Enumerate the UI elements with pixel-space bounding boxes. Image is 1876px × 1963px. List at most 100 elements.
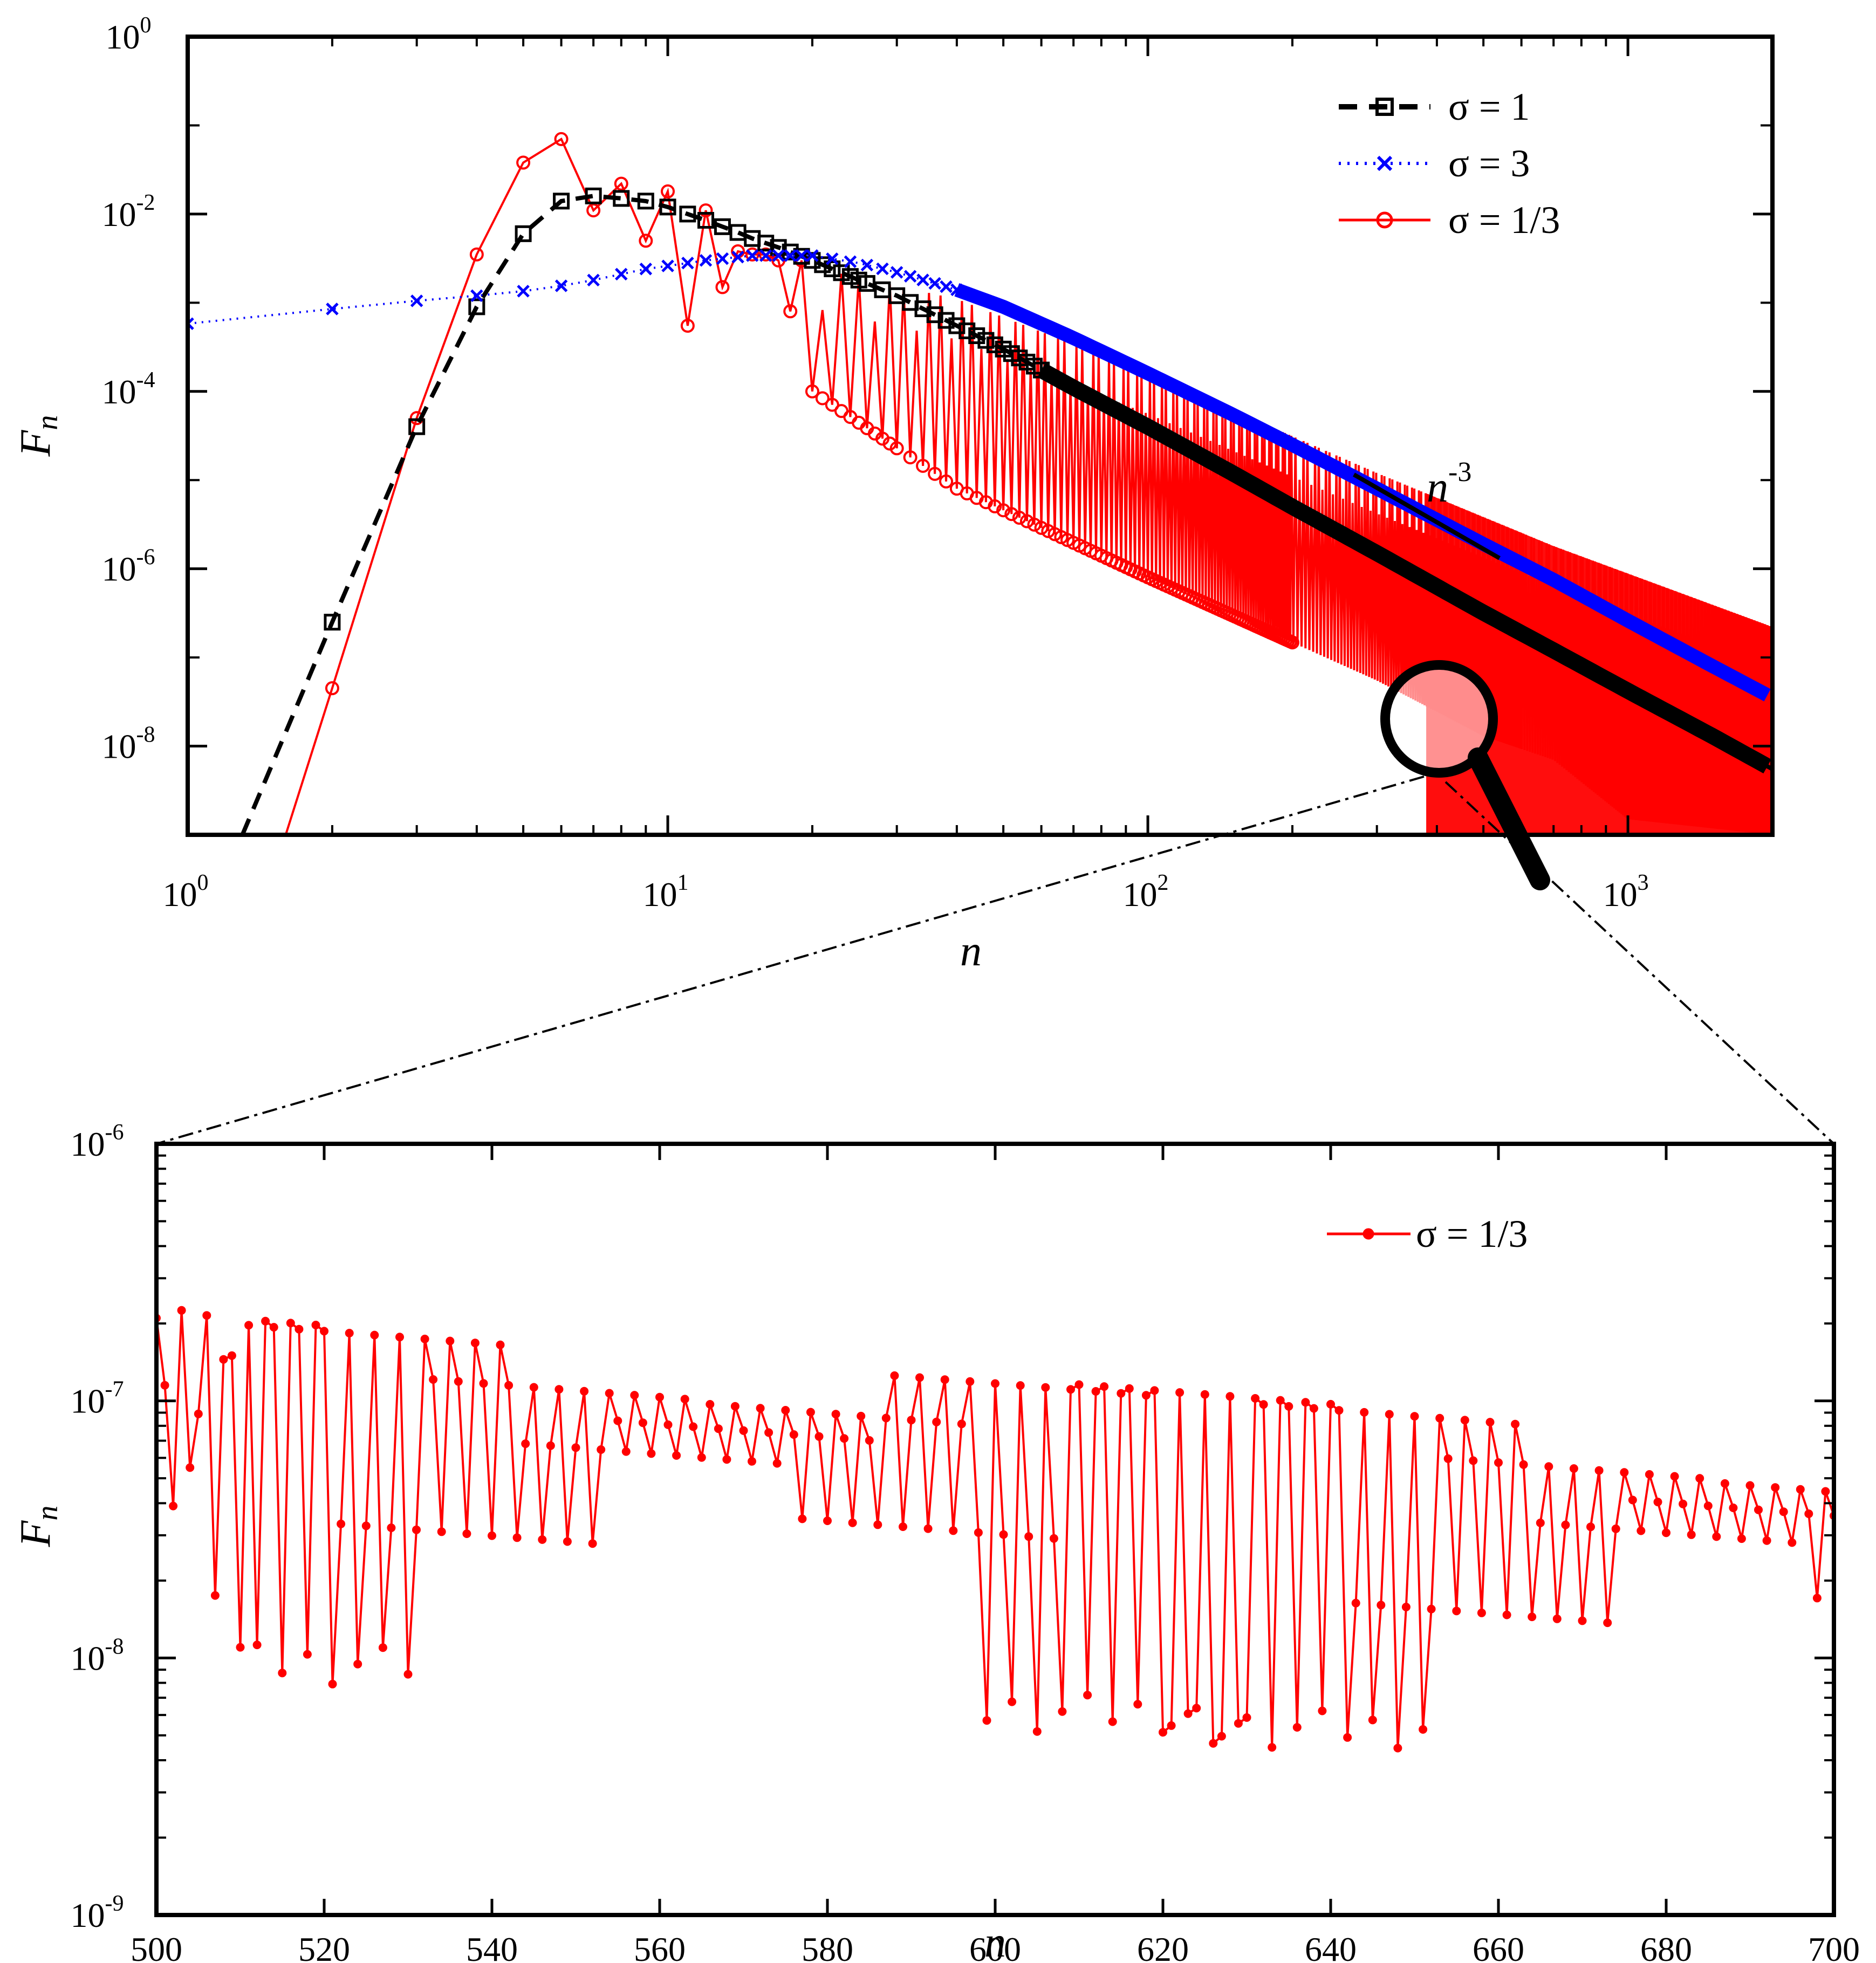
bottom-y-axis-title: Fn xyxy=(12,1506,64,1548)
series-marker xyxy=(395,1333,404,1342)
series-marker xyxy=(1167,1721,1176,1730)
series-marker xyxy=(1125,1384,1134,1393)
series-marker xyxy=(403,1670,413,1679)
legend-entry-sigma-one-third: σ = 1/3 xyxy=(1339,198,1560,242)
series-marker xyxy=(907,1416,916,1425)
series-marker xyxy=(470,1339,480,1348)
series-marker xyxy=(1645,1470,1654,1479)
series-marker xyxy=(639,263,653,276)
series-marker xyxy=(1485,1418,1495,1427)
series-marker xyxy=(1561,1520,1570,1529)
series-marker xyxy=(295,1324,304,1334)
series-marker xyxy=(1334,1406,1344,1415)
series-marker xyxy=(219,1355,228,1364)
series-marker xyxy=(655,1392,664,1402)
series-marker xyxy=(748,1457,756,1466)
legend-label-sigma-1: σ = 1 xyxy=(1448,85,1530,128)
series-marker xyxy=(948,317,966,334)
series-marker xyxy=(469,247,484,262)
series-marker xyxy=(1762,1536,1771,1545)
series-marker xyxy=(1687,1530,1696,1539)
series-marker xyxy=(269,1323,278,1332)
series-marker xyxy=(716,252,729,265)
series-marker xyxy=(1712,1532,1721,1541)
legend-x-marker xyxy=(1377,155,1393,171)
series-marker xyxy=(889,441,904,456)
series-marker xyxy=(186,1463,195,1472)
series-marker xyxy=(1494,1458,1503,1467)
series-marker xyxy=(876,262,889,276)
series-marker xyxy=(1385,1410,1394,1419)
series-marker xyxy=(680,319,695,333)
series-marker xyxy=(1343,1733,1352,1742)
series-marker xyxy=(580,1387,589,1396)
series-marker xyxy=(714,218,731,235)
series-marker xyxy=(521,1439,530,1449)
series-marker xyxy=(1771,1483,1780,1492)
series-marker xyxy=(286,1319,295,1328)
series-marker xyxy=(194,1409,203,1418)
series-marker xyxy=(1074,1380,1084,1389)
series-marker xyxy=(1536,1518,1545,1527)
series-marker xyxy=(210,1591,220,1600)
series-marker xyxy=(1804,1509,1813,1518)
series-marker xyxy=(916,273,929,286)
series-marker xyxy=(278,1669,287,1678)
series-marker xyxy=(1209,1739,1218,1748)
top-axes-frame xyxy=(186,35,1775,837)
series-marker xyxy=(860,258,874,272)
zoom-connector-left xyxy=(156,775,1425,1145)
magnifier-group xyxy=(156,660,1835,1145)
y-tick-label: 100 xyxy=(106,13,152,56)
top-x-axis-title: n xyxy=(960,928,982,975)
series-marker xyxy=(663,1420,673,1429)
y-tick-label: 10-6 xyxy=(102,545,155,588)
series-marker xyxy=(679,205,696,223)
series-marker xyxy=(1141,1391,1151,1400)
series-marker xyxy=(1653,1498,1662,1507)
series-marker xyxy=(554,279,568,292)
series-marker xyxy=(1737,1534,1746,1543)
series-marker xyxy=(1578,1616,1587,1625)
series-marker xyxy=(1234,1719,1243,1728)
slope-reference-line xyxy=(1353,472,1501,560)
series-marker xyxy=(865,1436,874,1445)
series-marker xyxy=(605,1389,614,1398)
series-marker xyxy=(554,132,569,146)
series-marker xyxy=(814,1432,824,1441)
y-tick-label: 10-2 xyxy=(102,190,155,234)
series-marker xyxy=(825,397,839,412)
series-marker xyxy=(958,322,976,339)
series-marker xyxy=(328,1679,337,1689)
series-marker xyxy=(1360,1408,1369,1417)
series-marker xyxy=(1318,1706,1327,1715)
series-marker xyxy=(759,249,772,262)
series-marker xyxy=(1662,1528,1670,1538)
x-tick-label: 101 xyxy=(643,870,689,914)
series-marker xyxy=(823,1516,832,1525)
series-marker xyxy=(697,1453,706,1462)
magnifier-lens-icon xyxy=(1380,660,1498,778)
series-marker xyxy=(966,1377,975,1386)
series-marker xyxy=(1779,1507,1788,1516)
legend-entry-sigma-3: σ = 3 xyxy=(1339,142,1530,185)
series-marker xyxy=(784,249,797,262)
series-marker xyxy=(454,1377,463,1386)
bottom-series-sigma-one-third xyxy=(156,1306,1834,1753)
series-marker xyxy=(890,266,903,279)
series-marker xyxy=(470,289,483,303)
series-marker xyxy=(1552,1614,1562,1623)
legend-dot-marker xyxy=(1363,1228,1374,1240)
series-marker xyxy=(1469,1456,1478,1465)
series-marker xyxy=(764,1428,773,1437)
series-marker xyxy=(661,184,675,198)
series-marker xyxy=(672,1451,681,1460)
series-marker xyxy=(1108,1717,1117,1726)
series-marker xyxy=(1217,1732,1226,1741)
series-marker xyxy=(1628,1495,1637,1505)
series-marker xyxy=(613,1416,622,1425)
series-marker xyxy=(881,1413,891,1423)
series-marker xyxy=(512,1533,522,1542)
series-marker xyxy=(621,1447,631,1456)
series-marker xyxy=(974,1528,983,1537)
